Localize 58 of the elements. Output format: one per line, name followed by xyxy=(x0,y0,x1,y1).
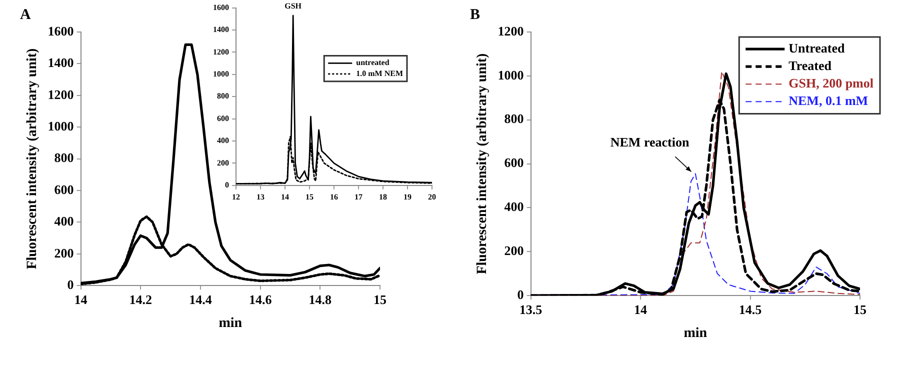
x-tick-label: 15 xyxy=(306,192,314,202)
x-tick-label: 15 xyxy=(374,292,387,307)
y-tick-label: 600 xyxy=(54,182,74,197)
x-tick-label: 14 xyxy=(281,192,289,202)
y-tick-label: 800 xyxy=(217,92,229,101)
x-tick-label: 14 xyxy=(634,302,648,317)
y-tick-label: 400 xyxy=(217,136,229,146)
y-tick-label: 600 xyxy=(504,155,524,170)
x-tick-label: 13 xyxy=(256,192,264,202)
x-tick-label: 18 xyxy=(379,192,387,202)
y-tick-label: 600 xyxy=(217,114,229,123)
annotation: GSH xyxy=(284,2,302,11)
y-tick-label: 800 xyxy=(54,150,74,166)
y-tick-label: 1600 xyxy=(213,2,229,12)
legend-label: untreated xyxy=(356,58,390,68)
y-tick-label: 800 xyxy=(504,111,524,126)
legend-label: Untreated xyxy=(788,40,846,56)
y-tick-label: 1400 xyxy=(48,55,74,70)
legend-label: NEM, 0.1 mM xyxy=(788,93,868,108)
x-tick-label: 14 xyxy=(74,292,88,307)
x-tick-label: 17 xyxy=(354,192,362,202)
x-tick-label: 14.8 xyxy=(308,292,332,307)
y-tick-label: 1400 xyxy=(213,25,229,34)
y-tick-label: 0 xyxy=(67,276,74,292)
y-tick-label: 1000 xyxy=(48,118,74,134)
y-tick-label: 0 xyxy=(225,180,229,190)
x-tick-label: 14.4 xyxy=(189,292,212,307)
y-tick-label: 400 xyxy=(504,199,524,214)
y-tick-label: 1200 xyxy=(213,47,229,56)
y-tick-label: 1000 xyxy=(213,69,229,78)
legend-label: 1.0 mM NEM xyxy=(356,69,404,78)
y-tick-label: 0 xyxy=(517,286,524,302)
chart-title: B xyxy=(470,6,480,23)
y-tick-label: 1200 xyxy=(48,86,74,102)
x-tick-label: 12 xyxy=(232,192,240,202)
annotation: NEM reaction xyxy=(610,134,690,150)
x-axis-title: min xyxy=(218,316,242,332)
y-axis-title: Fluorescent intensity (arbitrary unit) xyxy=(25,48,40,270)
x-tick-label: 14.6 xyxy=(248,292,272,307)
y-tick-label: 200 xyxy=(54,245,74,260)
y-tick-label: 400 xyxy=(54,214,74,229)
chart-title: A xyxy=(20,6,31,23)
x-tick-label: 16 xyxy=(330,192,338,202)
y-tick-label: 1600 xyxy=(48,23,74,38)
x-tick-label: 14.5 xyxy=(738,302,762,317)
y-tick-label: 1200 xyxy=(498,23,524,38)
legend-label: Treated xyxy=(788,58,832,73)
x-tick-label: 20 xyxy=(428,192,436,202)
x-tick-label: 15 xyxy=(854,302,867,317)
legend-label: GSH, 200 pmol xyxy=(788,75,874,90)
y-tick-label: 1000 xyxy=(498,67,524,82)
y-axis-title: Fluorescent intensity (arbitrary unit) xyxy=(475,52,490,274)
x-tick-label: 19 xyxy=(404,192,412,202)
x-tick-label: 13.5 xyxy=(519,302,543,317)
y-tick-label: 200 xyxy=(504,243,524,258)
x-tick-label: 14.2 xyxy=(129,292,152,307)
y-tick-label: 200 xyxy=(217,158,229,168)
x-axis-title: min xyxy=(684,326,708,342)
